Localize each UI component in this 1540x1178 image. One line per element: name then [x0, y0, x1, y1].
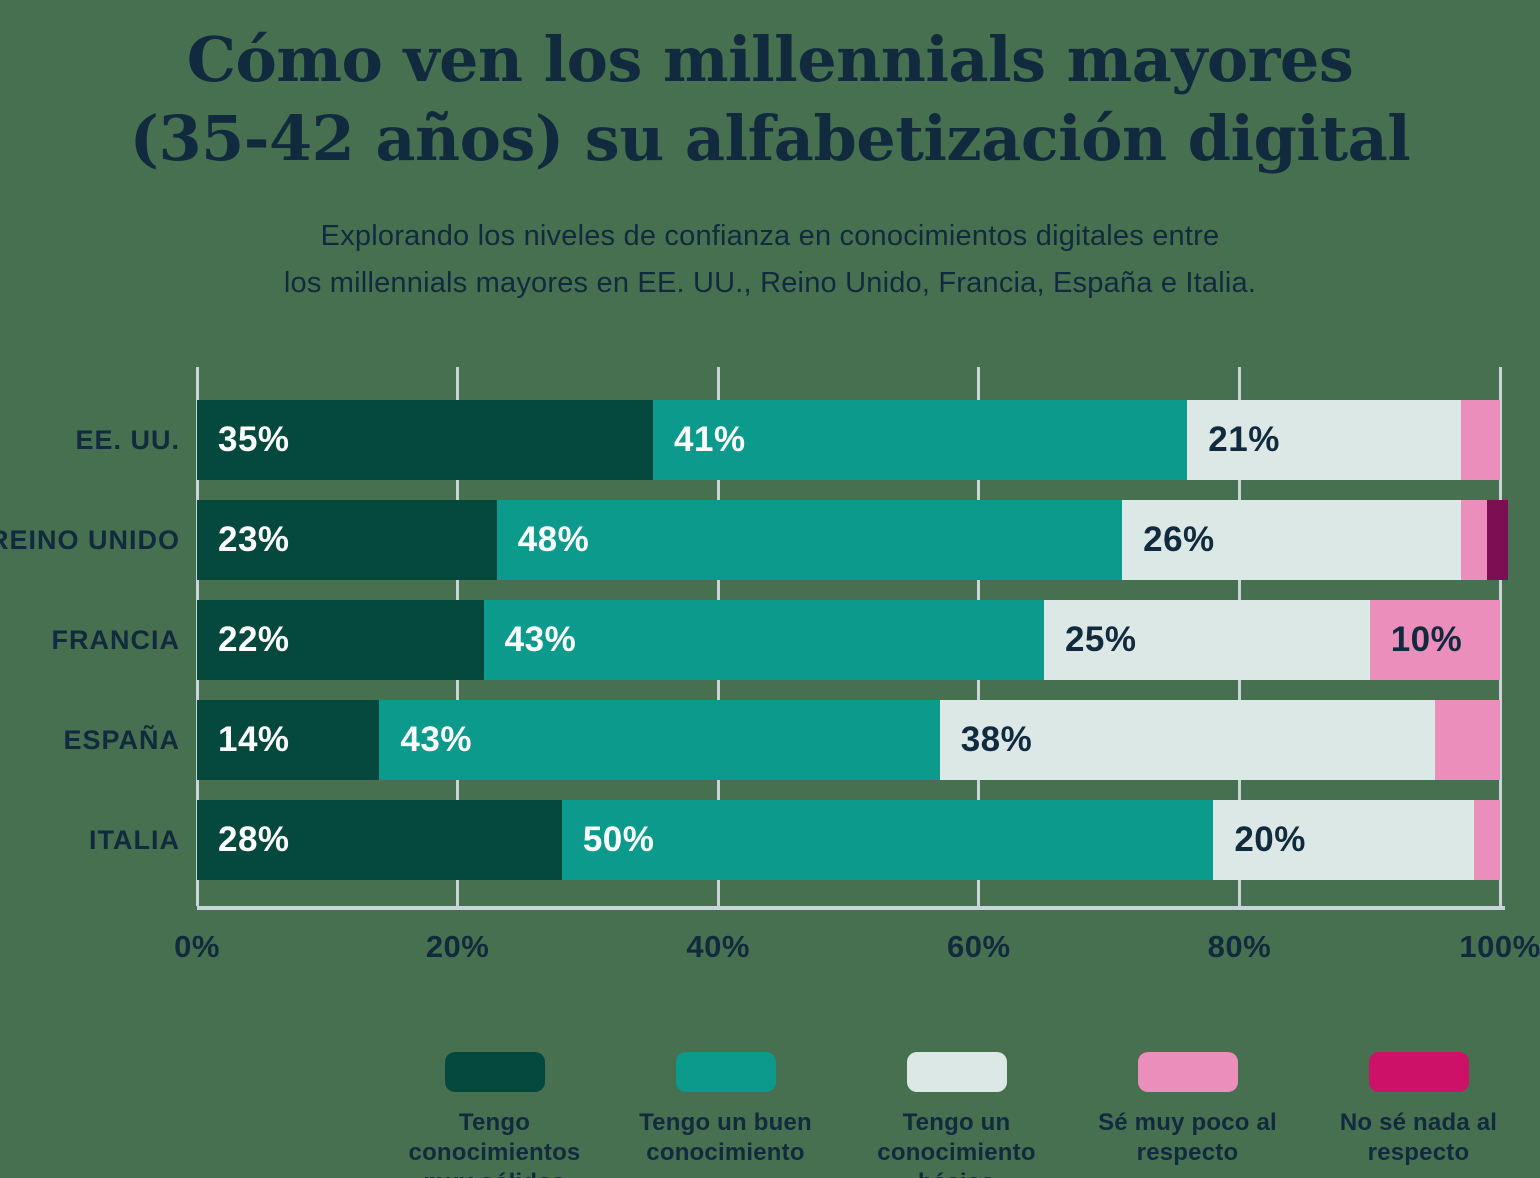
legend-label: Tengo conocimientosmuy sólidos [408, 1109, 581, 1178]
x-tick-label: 80% [1207, 929, 1272, 964]
bar-segment: 50% [561, 800, 1214, 880]
category-label: ESPAÑA [63, 724, 180, 755]
bar-value-label: 26% [1143, 520, 1215, 559]
legend-swatch [444, 1052, 545, 1092]
legend-label: Tengo un buen conocimiento [639, 1109, 812, 1166]
bar-segment: 10% [1369, 600, 1500, 680]
bar-value-label: 50% [582, 820, 655, 859]
legend-swatch [906, 1052, 1007, 1092]
bar-value-label: 14% [218, 720, 290, 759]
bar-segment: 22% [197, 600, 484, 680]
bar-segment [1460, 500, 1487, 580]
bar-value-label: 48% [517, 520, 590, 559]
bar-row-FRANCIA: FRANCIA 22% 43% 25% 10% [0, 600, 1540, 680]
bar-value-label: 10% [1390, 620, 1463, 659]
bar-value-label: 21% [1208, 420, 1280, 459]
bar-segment [1460, 400, 1500, 480]
bar-value-label: 38% [960, 720, 1033, 759]
bar-segment [1434, 700, 1500, 780]
chart-legend: Tengo conocimientosmuy sólidos Tengo un b… [379, 1052, 1539, 1178]
page-subtitle-line2: los millennials mayores en EE. UU., Rein… [283, 267, 1257, 299]
legend-item: No sé nada al respecto [1303, 1052, 1534, 1178]
bar-value-label: 43% [400, 720, 472, 759]
bar-segment: 14% [197, 700, 380, 780]
x-axis-line [197, 906, 1505, 910]
legend-label: No sé nada al respecto [1339, 1109, 1498, 1166]
legend-swatch [1368, 1052, 1469, 1092]
bar-value-label: 41% [674, 420, 746, 459]
page-title: Cómo ven los millennials mayores (35-42 a… [0, 20, 1540, 178]
category-label: EE. UU. [75, 424, 180, 455]
bar-value-label: 28% [218, 820, 290, 859]
bar-segment: 43% [379, 700, 940, 780]
bar-segment: 25% [1043, 600, 1370, 680]
legend-item: Tengo conocimientosmuy sólidos [379, 1052, 610, 1178]
legend-swatch [675, 1052, 776, 1092]
bar-value-label: 43% [504, 620, 577, 659]
bar-value-label: 35% [218, 420, 290, 459]
page-subtitle-line1: Explorando los niveles de confianza en c… [320, 220, 1220, 252]
bar-value-label: 25% [1064, 620, 1137, 659]
page-subtitle: Explorando los niveles de confianza en c… [0, 213, 1540, 307]
bar-segment: 43% [483, 600, 1044, 680]
x-tick-label: 0% [174, 929, 220, 964]
gridline-100% [1498, 367, 1502, 906]
bar-segment [1486, 500, 1508, 580]
bar-row-REINO UNIDO: REINO UNIDO 23% 48% 26% [0, 500, 1540, 580]
bar-segment: 20% [1213, 800, 1474, 880]
bar-segment [1473, 800, 1500, 880]
legend-item: Tengo un buen conocimiento [610, 1052, 841, 1178]
bar-segment: 38% [939, 700, 1435, 780]
page-title-line1: Cómo ven los millennials mayores [186, 23, 1354, 96]
bar-segment: 28% [197, 800, 562, 880]
bar-segment: 23% [197, 500, 497, 580]
bar-segment: 21% [1187, 400, 1461, 480]
page-title-line2: (35-42 años) su alfabetización digital [129, 102, 1411, 175]
bar-value-label: 23% [218, 520, 290, 559]
bar-segment: 35% [197, 400, 654, 480]
bar-segment: 26% [1122, 500, 1461, 580]
legend-label: Sé muy poco al respecto [1098, 1109, 1277, 1166]
bar-row-ESPAÑA: ESPAÑA 14% 43% 38% [0, 700, 1540, 780]
x-tick-label: 20% [425, 929, 490, 964]
category-label: ITALIA [89, 824, 180, 855]
category-label: FRANCIA [51, 624, 180, 655]
x-tick-label: 100% [1459, 929, 1540, 964]
legend-item: Sé muy poco al respecto [1072, 1052, 1303, 1178]
bar-value-label: 22% [218, 620, 290, 659]
x-tick-label: 40% [686, 929, 750, 964]
bar-value-label: 20% [1234, 820, 1306, 859]
bar-segment: 48% [496, 500, 1123, 580]
bar-row-EE. UU.: EE. UU. 35% 41% 21% [0, 400, 1540, 480]
x-tick-label: 60% [947, 929, 1011, 964]
category-label: REINO UNIDO [0, 524, 180, 555]
bar-segment: 41% [653, 400, 1188, 480]
bar-row-ITALIA: ITALIA 28% 50% 20% [0, 800, 1540, 880]
legend-swatch [1137, 1052, 1238, 1092]
